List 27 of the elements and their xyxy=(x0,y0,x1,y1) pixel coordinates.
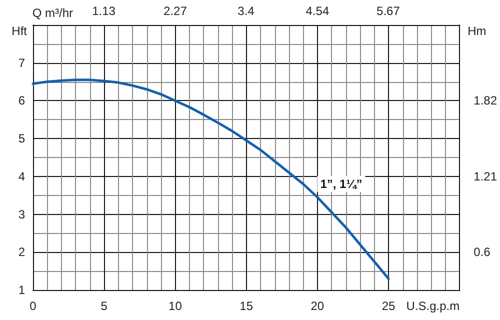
y2-tick-label: 0.6 xyxy=(474,245,491,260)
y-tick-label: 6 xyxy=(18,94,26,108)
y-tick-label: 1 xyxy=(18,283,26,297)
x2-tick-label: 4.54 xyxy=(306,4,330,18)
y-tick-label: 2 xyxy=(18,245,26,260)
y-axis-title: Hft xyxy=(12,24,28,38)
y-tick-label: 7 xyxy=(18,56,26,70)
x2-axis-title: Q m³/hr xyxy=(32,6,73,20)
x-axis-title: U.S.g.p.m xyxy=(406,299,460,313)
y-tick-label: 3 xyxy=(18,207,26,222)
series-label: 1”, 1¼” xyxy=(320,177,362,191)
x2-tick-label: 5.67 xyxy=(376,4,400,18)
x-tick-label: 5 xyxy=(100,299,108,313)
x2-tick-label: 1.13 xyxy=(92,4,116,18)
x-tick-label: 10 xyxy=(168,299,182,313)
y2-tick-label: 1.82 xyxy=(474,94,498,108)
x-tick-label: 0 xyxy=(30,299,37,313)
x2-tick-label: 3.4 xyxy=(238,4,255,18)
y2-tick-label: 1.21 xyxy=(474,169,498,184)
x-tick-label: 25 xyxy=(382,299,396,313)
y2-axis-title: Hm xyxy=(468,24,486,38)
x-tick-label: 20 xyxy=(310,299,324,313)
x-tick-label: 15 xyxy=(240,299,254,313)
y-tick-label: 5 xyxy=(18,132,26,146)
line-series xyxy=(32,78,390,280)
y-tick-label: 4 xyxy=(18,169,26,184)
x2-tick-label: 2.27 xyxy=(164,4,188,18)
